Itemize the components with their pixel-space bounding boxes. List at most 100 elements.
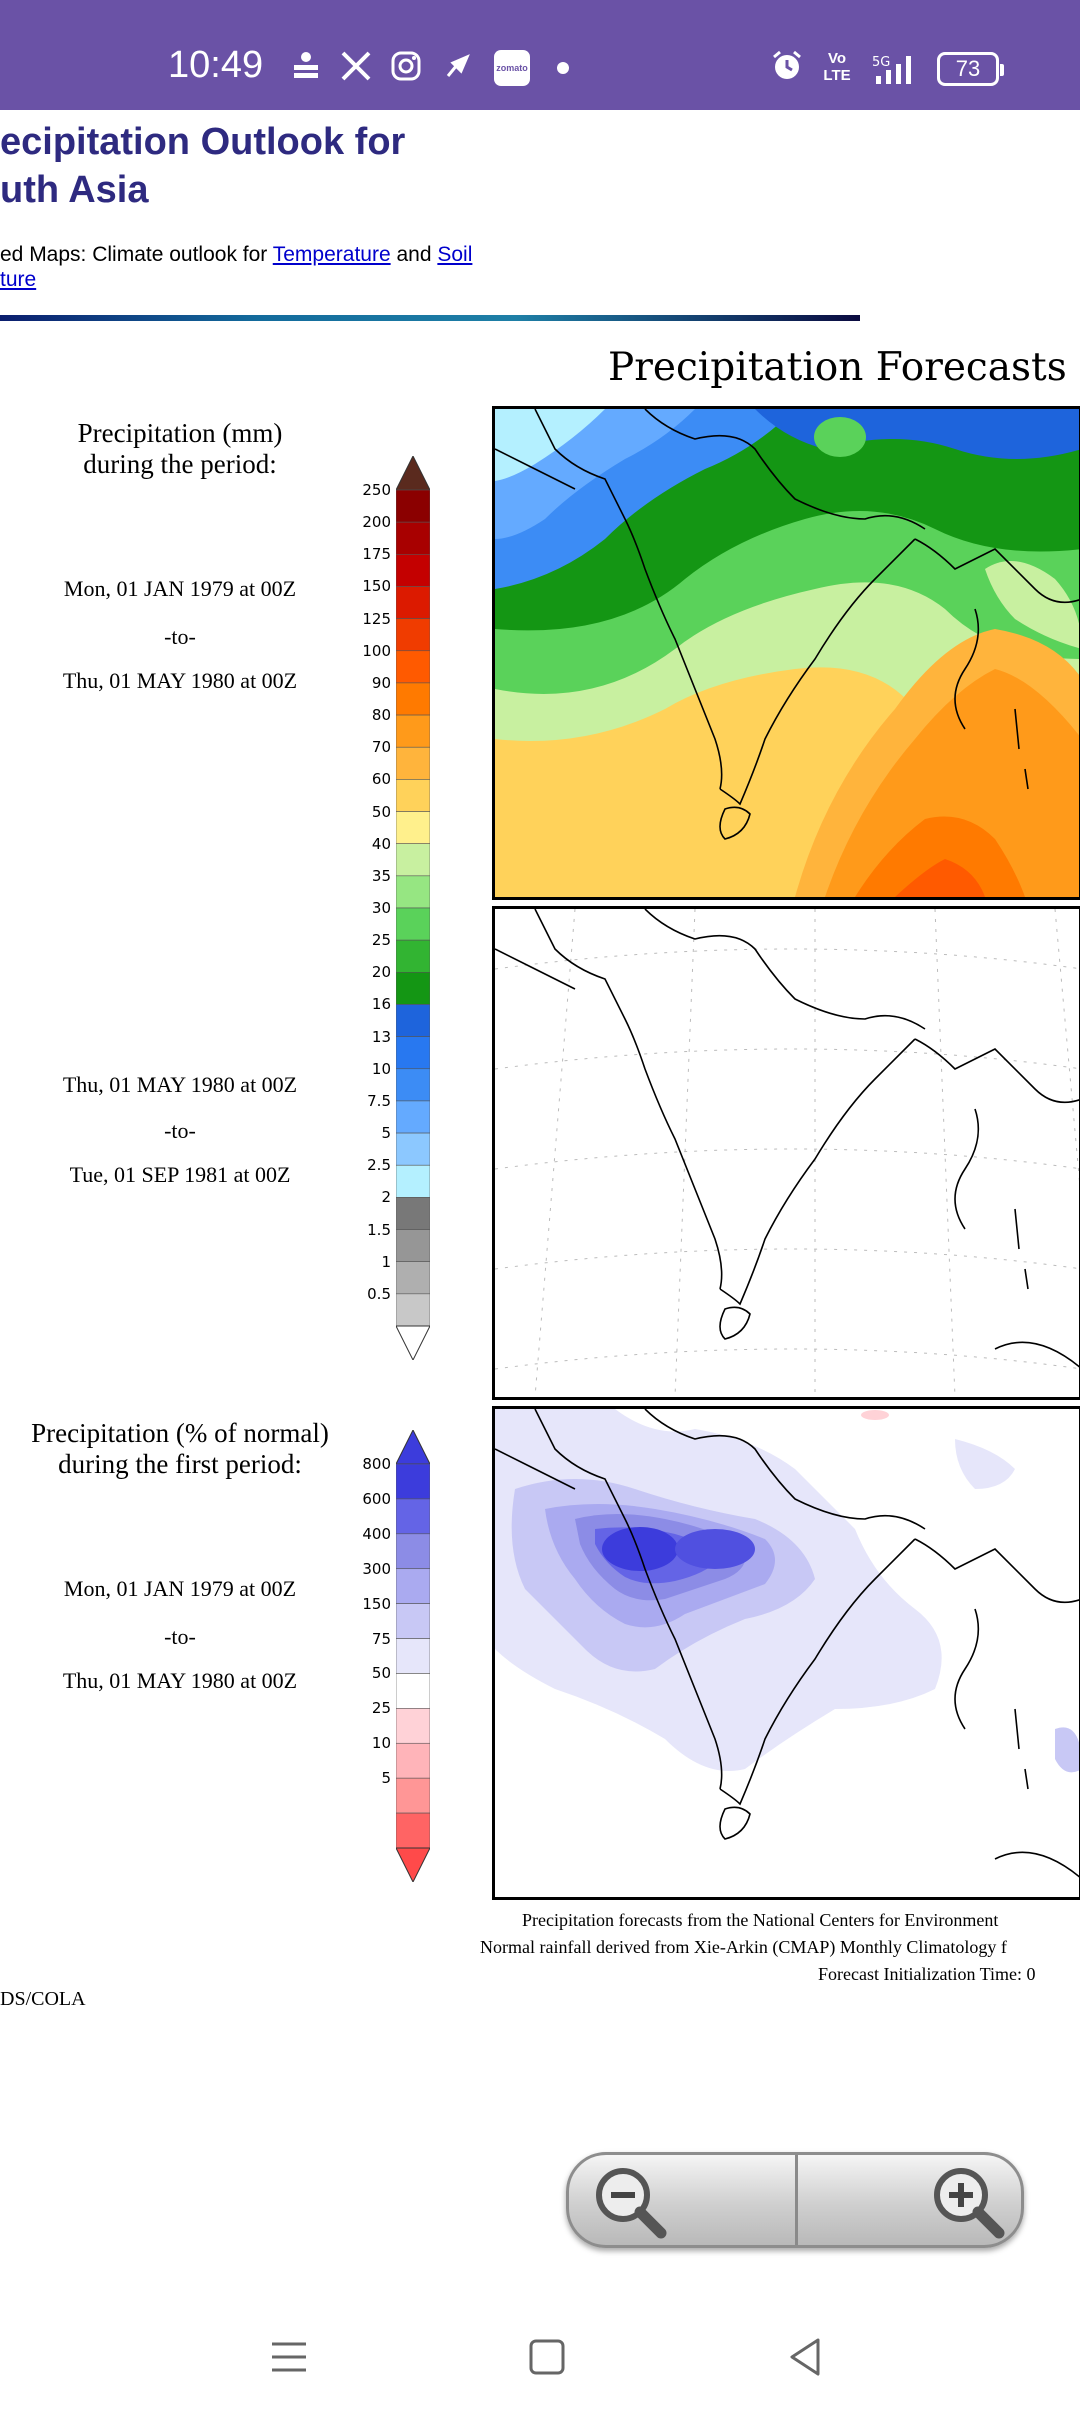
battery-indicator: 73 [937,52,1004,86]
zoom-divider [795,2155,798,2245]
colorbar-segment [395,1197,431,1230]
colorbar-tick-label: 16 [371,995,391,1014]
precip-mm-colorbar [395,454,431,1362]
colorbar-segment [395,779,431,812]
colorbar-tick-label: 1.5 [367,1220,391,1239]
colorbar-segment [395,554,431,587]
colorbar-segment [395,811,431,844]
colorbar-bottom-arrow [395,1325,431,1362]
zoom-in-icon[interactable] [929,2163,1007,2241]
panel3-end-date: Thu, 01 MAY 1980 at 00Z [62,1668,298,1693]
back-icon[interactable] [778,2330,832,2384]
instagram-icon [388,48,424,84]
zoom-control [566,2152,1024,2248]
soil-link[interactable]: Soil [437,243,473,266]
regional-app-icon [288,48,324,84]
colorbar-segment [395,1673,431,1709]
caption-line-2: Normal rainfall derived from Xie-Arkin (… [480,1937,1007,1957]
precip-percent-normal-map[interactable] [492,1406,1080,1900]
colorbar-segment [395,1533,431,1570]
colorbar-tick-label: 13 [371,1027,391,1046]
colorbar-tick-label: 10 [371,1734,391,1753]
colorbar-segment [395,521,431,555]
colorbar-tick-label: 2.5 [367,1156,391,1175]
colorbar-segment [395,1261,431,1295]
colorbar-segment [395,1132,431,1166]
precip-forecast-map-second-period[interactable] [492,906,1080,1400]
related-maps-text: ed Maps: Climate outlook for Temperature… [0,243,473,291]
colorbar-segment [395,586,431,619]
colorbar-segment [395,875,431,909]
colorbar-segment [395,1708,431,1744]
colorbar-segment [395,1777,431,1814]
colorbar-tick-label: 40 [371,834,391,853]
colorbar-tick-label: 0.5 [367,1284,391,1303]
colorbar-tick-label: 60 [371,770,391,789]
figure-title: Precipitation Forecasts [608,345,1067,390]
colorbar-segment [395,1498,431,1535]
colorbar-tick-label: 25 [371,1699,391,1718]
panel2-end-date: Tue, 01 SEP 1981 at 00Z [69,1162,291,1187]
colorbar-tick-label: 7.5 [367,1091,391,1110]
colorbar-tick-label: 150 [362,1594,391,1613]
caption-line-3: Forecast Initialization Time: 0 [818,1964,1036,1984]
colorbar-segment [395,939,431,973]
panel1-start-date: Mon, 01 JAN 1979 at 00Z [63,576,297,601]
home-icon[interactable] [520,2330,574,2384]
zomato-badge: zomato [494,50,530,86]
colorbar-tick-label: 5 [381,1769,391,1788]
zoom-out-icon[interactable] [591,2163,669,2241]
colorbar-tick-label: 250 [362,481,391,499]
colorbar-bottom-arrow [395,1847,431,1884]
colorbar-segment [395,1568,431,1604]
colorbar-tick-label: 80 [371,706,391,725]
colorbar-tick-label: 25 [371,931,391,950]
alarm-icon [768,48,806,84]
volte-indicator: Vo LTE [823,50,851,84]
colorbar-segment [395,1100,431,1134]
colorbar-segment [395,489,431,523]
menu-icon[interactable] [262,2330,316,2384]
panel2-to: -to- [164,1118,196,1143]
colorbar-tick-label: 70 [371,738,391,757]
signal-5g-icon: 5G [870,52,924,86]
colorbar-top-arrow [395,1428,431,1465]
precip-forecast-map[interactable] [492,406,1080,900]
precip-pct-scale-labels: 800 600 400 300 150 75 50 25 10 5 [345,1430,395,1882]
mm-bar-graphic [395,454,431,1362]
colorbar-tick-label: 100 [362,641,391,660]
colorbar-segment [395,1004,431,1037]
colorbar-segment [395,746,431,780]
precip-pct-colorbar [395,1428,431,1884]
colorbar-tick-label: 90 [371,673,391,692]
colorbar-segment [395,1463,431,1500]
colorbar-tick-label: 150 [362,577,391,596]
colorbar-tick-label: 1 [381,1252,391,1271]
x-app-icon [338,48,374,84]
colorbar-tick-label: 75 [371,1629,391,1648]
colorbar-tick-label: 50 [371,1664,391,1683]
colorbar-tick-label: 300 [362,1559,391,1578]
svg-text:5G: 5G [872,55,890,70]
colorbar-segment [395,1742,431,1779]
colorbar-tick-label: 800 [362,1455,391,1473]
colorbar-tick-label: 125 [362,609,391,628]
page-title: ecipitation Outlook for uth Asia [0,121,406,211]
colorbar-tick-label: 35 [371,866,391,885]
colorbar-segment [395,714,431,748]
colorbar-segment [395,1638,431,1674]
soil-link-continued[interactable]: ture [0,268,37,291]
panel1-heading: Precipitation (mm) during the period: [77,418,283,479]
colorbar-segment [395,907,431,941]
status-time: 10:49 [168,44,264,86]
colorbar-tick-label: 600 [362,1489,391,1508]
colorbar-segment [395,618,431,652]
colorbar-segment [395,1068,431,1102]
colorbar-tick-label: 20 [371,963,391,982]
temperature-link[interactable]: Temperature [272,243,391,266]
colorbar-tick-label: 175 [362,545,391,564]
status-bar: 10:49 zomato Vo LTE 5G 73 [0,0,1080,110]
colorbar-tick-label: 200 [362,513,391,532]
colorbar-tick-label: 10 [371,1059,391,1078]
caption-line-1: Precipitation forecasts from the Nationa… [522,1910,999,1930]
